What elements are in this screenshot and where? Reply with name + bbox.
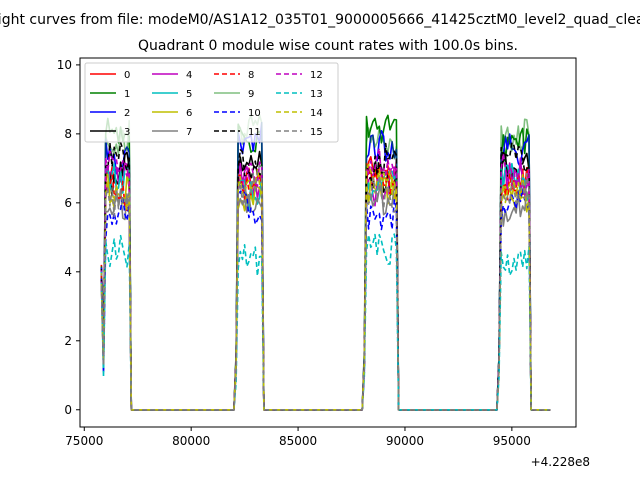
legend-label-6: 6 [186, 108, 192, 119]
x-tick-label: 95000 [493, 434, 531, 448]
legend-label-3: 3 [124, 127, 130, 138]
legend-label-9: 9 [248, 89, 254, 100]
suptitle: Light curves from file: modeM0/AS1A12_03… [0, 12, 640, 28]
legend-label-5: 5 [186, 89, 192, 100]
y-tick-label: 8 [64, 127, 72, 141]
x-offset-label: +4.228e8 [531, 455, 590, 469]
x-tick-label: 80000 [172, 434, 210, 448]
legend-label-7: 7 [186, 127, 192, 138]
legend-frame [84, 62, 339, 143]
legend-label-1: 1 [124, 89, 130, 100]
legend-label-8: 8 [248, 70, 254, 81]
x-tick-label: 90000 [386, 434, 424, 448]
y-tick-label: 6 [64, 196, 72, 210]
legend-label-15: 15 [310, 127, 323, 138]
x-tick-label: 85000 [279, 434, 317, 448]
legend-label-0: 0 [124, 70, 130, 81]
legend-label-10: 10 [248, 108, 261, 119]
x-tick-label: 75000 [65, 434, 103, 448]
plot-frame [79, 57, 577, 428]
series-line-15 [100, 164, 551, 411]
legend-label-13: 13 [310, 89, 323, 100]
y-tick-label: 2 [64, 334, 72, 348]
legend-label-12: 12 [310, 70, 323, 81]
legend-label-2: 2 [124, 108, 130, 119]
y-tick-label: 10 [57, 58, 72, 72]
legend-label-14: 14 [310, 108, 323, 119]
legend-label-11: 11 [248, 127, 261, 138]
y-tick-label: 4 [64, 265, 72, 279]
chart-title: Quadrant 0 module wise count rates with … [138, 38, 518, 54]
y-tick-label: 0 [64, 403, 72, 417]
legend-label-4: 4 [186, 70, 192, 81]
y-axis: 0 2 4 6 8 10 [57, 58, 80, 417]
x-axis: 75000 80000 85000 90000 95000 [65, 427, 531, 448]
series-layer [100, 114, 551, 411]
